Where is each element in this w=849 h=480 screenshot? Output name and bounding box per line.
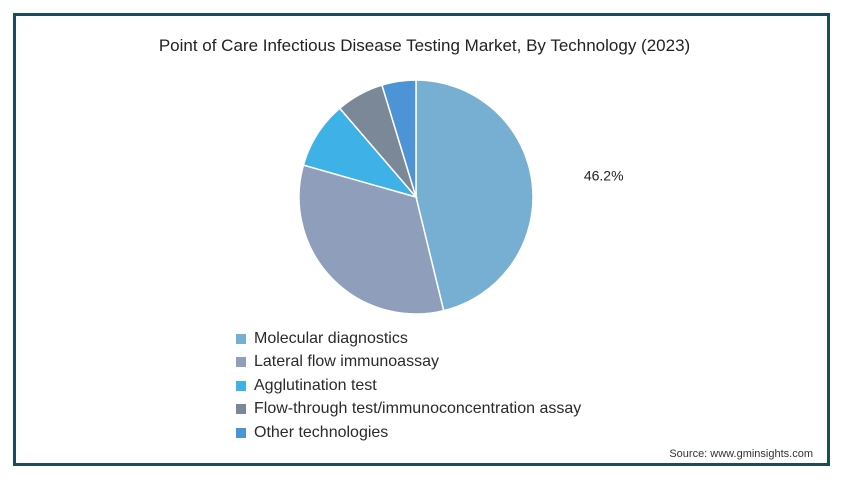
legend-label: Lateral flow immunoassay <box>254 353 439 371</box>
legend-item-agglutination-test: Agglutination test <box>236 374 581 398</box>
chart-title: Point of Care Infectious Disease Testing… <box>158 36 691 55</box>
legend-label: Other technologies <box>254 423 389 441</box>
legend-item-lateral-flow-immunoassay: Lateral flow immunoassay <box>236 351 581 375</box>
legend-swatch <box>236 380 246 391</box>
pie-slice-1 <box>298 164 445 315</box>
slice-value-label: 46.2% <box>584 167 624 183</box>
pie-slice-0 <box>415 79 534 312</box>
source-credit: Source: www.gminsights.com <box>669 448 813 460</box>
legend-item-molecular-diagnostics: Molecular diagnostics <box>236 327 581 351</box>
legend-swatch <box>236 427 246 438</box>
legend-label: Flow-through test/immunoconcentration as… <box>254 400 582 418</box>
legend: Molecular diagnostics Lateral flow immun… <box>236 327 581 445</box>
pie-slice-4 <box>381 79 417 198</box>
legend-swatch <box>236 333 246 344</box>
legend-item-flow-through-test: Flow-through test/immunoconcentration as… <box>236 398 581 422</box>
legend-swatch <box>236 357 246 368</box>
legend-label: Molecular diagnostics <box>254 329 408 347</box>
legend-swatch <box>236 404 246 415</box>
legend-item-other-technologies: Other technologies <box>236 421 581 445</box>
legend-label: Agglutination test <box>254 376 377 394</box>
